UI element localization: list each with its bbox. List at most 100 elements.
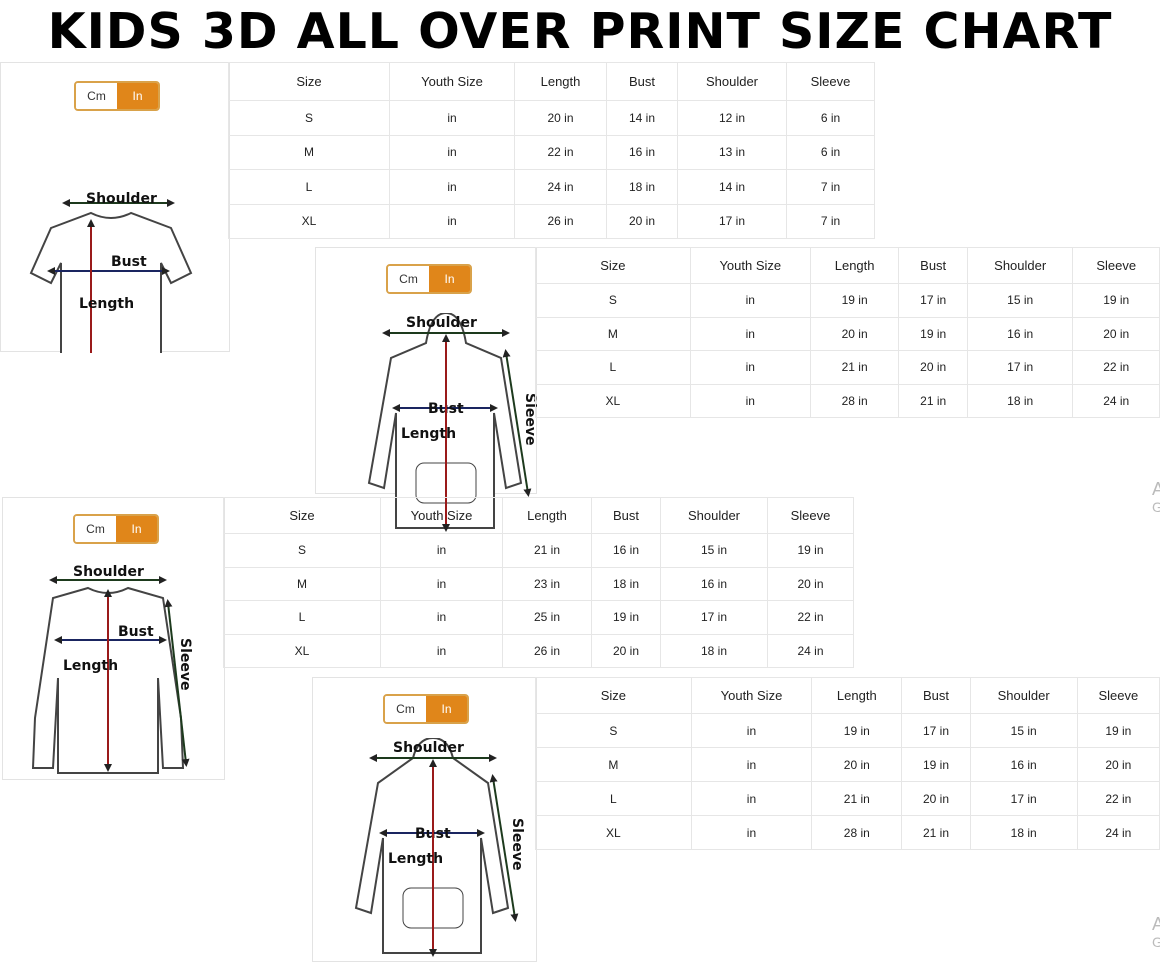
table-cell: in xyxy=(380,533,503,568)
table-cell: L xyxy=(535,350,691,385)
table-cell: 18 in xyxy=(660,633,768,668)
table-cell: 21 in xyxy=(809,350,900,385)
table-cell: 7 in xyxy=(786,169,875,205)
table-cell: 21 in xyxy=(901,815,971,850)
unit-toggle[interactable]: Cm In xyxy=(73,514,159,544)
table-cell: 20 in xyxy=(811,747,903,782)
table-cell: in xyxy=(389,100,515,136)
column-header: Shoulder xyxy=(660,497,768,534)
table-cell: 19 in xyxy=(811,713,903,748)
unit-in-button[interactable]: In xyxy=(429,266,470,292)
table-cell: in xyxy=(389,134,515,170)
length-label: Length xyxy=(401,426,456,442)
table-cell: 16 in xyxy=(966,316,1074,351)
column-header: Length xyxy=(502,497,592,534)
table-cell: 17 in xyxy=(677,203,787,239)
table-cell: 14 in xyxy=(606,100,678,136)
table-cell: 22 in xyxy=(1072,350,1160,385)
table-row: XL in 28 in 21 in 18 in 24 in xyxy=(535,815,1160,850)
table-cell: 19 in xyxy=(1076,713,1160,748)
table-cell: 7 in xyxy=(786,203,875,239)
column-header: Bust xyxy=(901,677,971,714)
bust-label: Bust xyxy=(111,254,147,270)
sleeve-label: Sleeve xyxy=(522,393,538,446)
column-header: Length xyxy=(514,62,607,101)
table-row: XL in 28 in 21 in 18 in 24 in xyxy=(535,383,1160,418)
table-cell: 13 in xyxy=(677,134,787,170)
unit-toggle[interactable]: Cm In xyxy=(383,694,469,724)
table-cell: S xyxy=(535,283,691,318)
unit-toggle[interactable]: Cm In xyxy=(74,81,160,111)
column-header: Size xyxy=(535,677,692,714)
table-cell: 18 in xyxy=(969,815,1078,850)
column-header: Youth Size xyxy=(689,247,811,284)
column-header: Sleeve xyxy=(767,497,854,534)
table-cell: 22 in xyxy=(767,600,854,635)
table-cell: 18 in xyxy=(966,383,1074,418)
table-cell: 19 in xyxy=(901,747,971,782)
column-header: Bust xyxy=(898,247,968,284)
table-header-row: Size Youth Size Length Bust Shoulder Sleeve xyxy=(535,247,1160,284)
column-header: Shoulder xyxy=(966,247,1074,284)
table-cell: 12 in xyxy=(677,100,787,136)
table-header-row: Size Youth Size Length Bust Shoulder Sleeve xyxy=(223,497,854,534)
table-cell: M xyxy=(228,134,390,170)
table-row: XL in 26 in 20 in 17 in 7 in xyxy=(228,203,875,239)
table-cell: in xyxy=(690,747,813,782)
unit-toggle[interactable]: Cm In xyxy=(386,264,472,294)
column-header: Shoulder xyxy=(677,62,787,101)
table-cell: 19 in xyxy=(591,600,661,635)
page-title: KIDS 3D ALL OVER PRINT SIZE CHART xyxy=(47,3,1113,60)
column-header: Youth Size xyxy=(389,62,515,101)
table-cell: 21 in xyxy=(811,781,903,816)
length-label: Length xyxy=(388,851,443,867)
shoulder-label: Shoulder xyxy=(73,564,144,580)
unit-cm-button[interactable]: Cm xyxy=(76,83,117,109)
long-sleeve-shirt-measurement-image: Cm In Shoulder Bust Length Sleeve xyxy=(2,497,225,780)
table-cell: in xyxy=(689,350,811,385)
table-cell: M xyxy=(535,747,692,782)
table-cell: 20 in xyxy=(809,316,900,351)
column-header: Bust xyxy=(591,497,661,534)
unit-in-button[interactable]: In xyxy=(426,696,467,722)
table-cell: 17 in xyxy=(898,283,968,318)
unit-in-button[interactable]: In xyxy=(116,516,157,542)
table-cell: XL xyxy=(535,815,692,850)
table-cell: in xyxy=(380,566,503,601)
unit-cm-button[interactable]: Cm xyxy=(75,516,116,542)
table-cell: 19 in xyxy=(767,533,854,568)
table-cell: in xyxy=(690,781,813,816)
table-cell: in xyxy=(380,600,503,635)
long-sleeve-shirt-diagram: Shoulder Bust Length Sleeve xyxy=(31,564,193,774)
unit-in-button[interactable]: In xyxy=(117,83,158,109)
column-header: Sleeve xyxy=(786,62,875,101)
table-header-row: Size Youth Size Length Bust Shoulder Sleeve xyxy=(228,62,875,101)
column-header: Size xyxy=(228,62,390,101)
table-cell: 22 in xyxy=(1076,781,1160,816)
column-header: Length xyxy=(809,247,900,284)
column-header: Sleeve xyxy=(1072,247,1160,284)
table-cell: 15 in xyxy=(660,533,768,568)
table-cell: in xyxy=(690,713,813,748)
table-cell: 18 in xyxy=(591,566,661,601)
table-cell: M xyxy=(223,566,381,601)
unit-cm-button[interactable]: Cm xyxy=(388,266,429,292)
table-cell: 15 in xyxy=(966,283,1074,318)
table-cell: 24 in xyxy=(514,169,607,205)
column-header: Size xyxy=(535,247,691,284)
unit-cm-button[interactable]: Cm xyxy=(385,696,426,722)
table-cell: 17 in xyxy=(966,350,1074,385)
